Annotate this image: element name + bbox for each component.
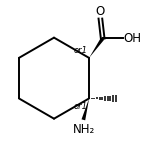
Text: O: O <box>96 5 105 18</box>
Polygon shape <box>81 98 89 120</box>
Polygon shape <box>89 37 104 58</box>
Text: or1: or1 <box>74 46 88 55</box>
Text: or1: or1 <box>74 102 88 111</box>
Text: OH: OH <box>123 32 141 45</box>
Text: NH₂: NH₂ <box>73 123 95 136</box>
